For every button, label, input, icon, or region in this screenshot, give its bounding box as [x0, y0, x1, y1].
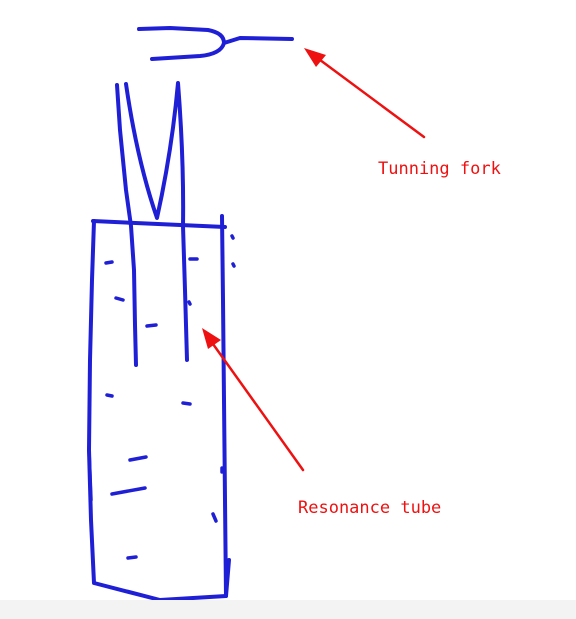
resonance-tube-sketch — [87, 214, 231, 602]
bottom-strip — [0, 600, 576, 619]
arrow-to-tube — [202, 328, 305, 472]
label-tuning-fork: Tunning fork — [378, 159, 501, 179]
tuning-fork-sketch — [137, 26, 294, 61]
water-marks-sketch — [87, 234, 236, 560]
fork-prongs-sketch — [115, 81, 189, 367]
label-resonance-tube: Resonance tube — [298, 498, 442, 518]
arrow-to-fork — [304, 48, 426, 139]
